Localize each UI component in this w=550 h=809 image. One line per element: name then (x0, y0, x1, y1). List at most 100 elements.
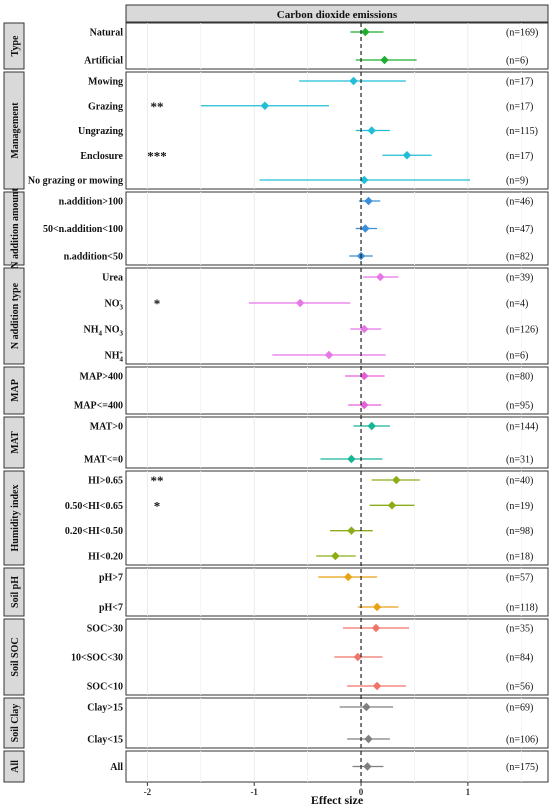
row-label-map-400: MAP<=400 (74, 401, 123, 412)
row-label-0-50-hi-0-65: 0.50<HI<0.65 (65, 501, 123, 512)
strip-label-soil-soc: Soil SOC (10, 637, 21, 676)
point-ungrazing (367, 126, 376, 135)
row-label-n-addition-50: n.addition<50 (64, 252, 123, 263)
row-label-ungrazing: Ungrazing (78, 126, 123, 137)
n-label-ph-7: (n=57) (506, 573, 533, 584)
strip-n-addition-amount (3, 191, 25, 266)
title-strip (125, 4, 549, 23)
n-label-mat-0: (n=144) (506, 422, 538, 433)
point-0-20-hi-0-50 (347, 526, 356, 535)
n-label-50-n-addition-100: (n=47) (506, 224, 533, 235)
strip-map (3, 366, 25, 415)
point-ph-7 (344, 572, 353, 582)
panel-n-addition-amount (125, 191, 549, 266)
point-nh4 (324, 350, 334, 360)
point-enclosure (402, 151, 412, 160)
strip-all (3, 750, 25, 783)
n-label-ph-7: (n=118) (506, 603, 538, 614)
panel-management (125, 71, 549, 190)
point-map-400 (360, 400, 369, 410)
row-label-hi-0-65: HI>0.65 (88, 476, 123, 487)
x-axis-label: Effect size (311, 793, 364, 807)
row-label-mowing: Mowing (88, 77, 123, 88)
n-label-nh4: (n=6) (506, 351, 528, 362)
n-label-hi-0-65: (n=40) (506, 476, 533, 487)
chart-title: Carbon dioxide emissions (277, 9, 398, 21)
panel-soil-ph (125, 567, 549, 617)
row-label-ph-7: pH<7 (99, 603, 123, 614)
x-tick-label: -1 (250, 787, 258, 797)
point-mat-0 (367, 421, 376, 431)
n-label-mowing: (n=17) (506, 77, 533, 88)
strip-label-mat: MAT (10, 431, 21, 454)
n-label-no-grazing-or-mowing: (n=9) (506, 176, 528, 187)
n-label-grazing: (n=17) (506, 101, 533, 112)
point-50-n-addition-100 (361, 224, 370, 233)
point-grazing (260, 101, 270, 110)
row-label-enclosure: Enclosure (80, 151, 123, 162)
n-label-urea: (n=39) (506, 273, 533, 284)
strip-label-all: All (10, 760, 21, 773)
row-label-urea: Urea (102, 273, 123, 284)
point-clay-15 (362, 702, 371, 712)
significance-grazing: ** (151, 99, 164, 114)
row-label-10-soc-30: 10<SOC<30 (71, 653, 123, 664)
strip-soil-ph (3, 567, 25, 617)
panel-all (125, 750, 549, 783)
row-label-mat-0: MAT>0 (90, 422, 123, 433)
point-mowing (349, 76, 358, 86)
row-label-clay-15: Clay>15 (87, 703, 123, 714)
n-label-hi-0-20: (n=18) (506, 552, 533, 563)
strip-label-map: MAP (10, 379, 21, 402)
strip-label-type: Type (10, 35, 21, 56)
row-label-50-n-addition-100: 50<n.addition<100 (43, 224, 123, 235)
n-label-n-addition-50: (n=82) (506, 252, 533, 263)
n-label-map-400: (n=95) (506, 401, 533, 412)
n-label-mat-0: (n=31) (506, 455, 533, 466)
panel-type (125, 22, 549, 70)
x-tick-label: 0 (359, 787, 364, 797)
strip-label-soil-ph: Soil pH (10, 576, 21, 608)
row-label-nh4: NH4+ (105, 349, 124, 364)
strip-label-humidity-index: Humidity index (10, 485, 21, 552)
strip-soil-soc (3, 618, 25, 696)
significance-0-50-hi-0-65: * (154, 498, 161, 513)
strip-type (3, 22, 25, 70)
strip-label-n-addition-type: N addition type (10, 282, 21, 349)
row-label-grazing: Grazing (88, 101, 123, 112)
point-hi-0-65 (392, 475, 401, 485)
panel-n-addition-type (125, 267, 549, 365)
row-label-no3: NO3- (105, 297, 124, 312)
n-label-all: (n=175) (506, 762, 538, 773)
significance-enclosure: *** (147, 148, 167, 163)
strip-soil-clay (3, 697, 25, 749)
point-all (363, 762, 372, 771)
n-label-soc-30: (n=35) (506, 624, 533, 635)
row-label-map-400: MAP>400 (80, 372, 123, 383)
point-natural (361, 27, 370, 37)
significance-hi-0-65: ** (151, 473, 164, 488)
point-soc-10 (372, 681, 382, 691)
n-label-ungrazing: (n=115) (506, 126, 538, 137)
n-label-map-400: (n=80) (506, 372, 533, 383)
row-label-no-grazing-or-mowing: No grazing or mowing (28, 176, 123, 187)
n-label-enclosure: (n=17) (506, 151, 533, 162)
point-map-400 (360, 371, 369, 381)
point-hi-0-20 (331, 551, 340, 561)
row-label-nh4-no3: NH4 NO3 (84, 325, 124, 338)
point-ph-7 (372, 602, 382, 612)
row-label-artificial: Artificial (84, 56, 123, 67)
row-label-soc-30: SOC>30 (87, 624, 123, 635)
row-label-n-addition-100: n.addition>100 (59, 197, 123, 208)
row-label-0-20-hi-0-50: 0.20<HI<0.50 (65, 526, 123, 537)
n-label-clay-15: (n=69) (506, 703, 533, 714)
row-label-clay-15: Clay<15 (87, 735, 123, 746)
panel-soil-clay (125, 697, 549, 749)
panel-map (125, 366, 549, 415)
n-label-nh4-no3: (n=126) (506, 325, 538, 336)
n-label-n-addition-100: (n=46) (506, 197, 533, 208)
point-no-grazing-or-mowing (360, 175, 369, 185)
n-label-artificial: (n=6) (506, 56, 528, 67)
significance-no3: * (154, 296, 161, 311)
